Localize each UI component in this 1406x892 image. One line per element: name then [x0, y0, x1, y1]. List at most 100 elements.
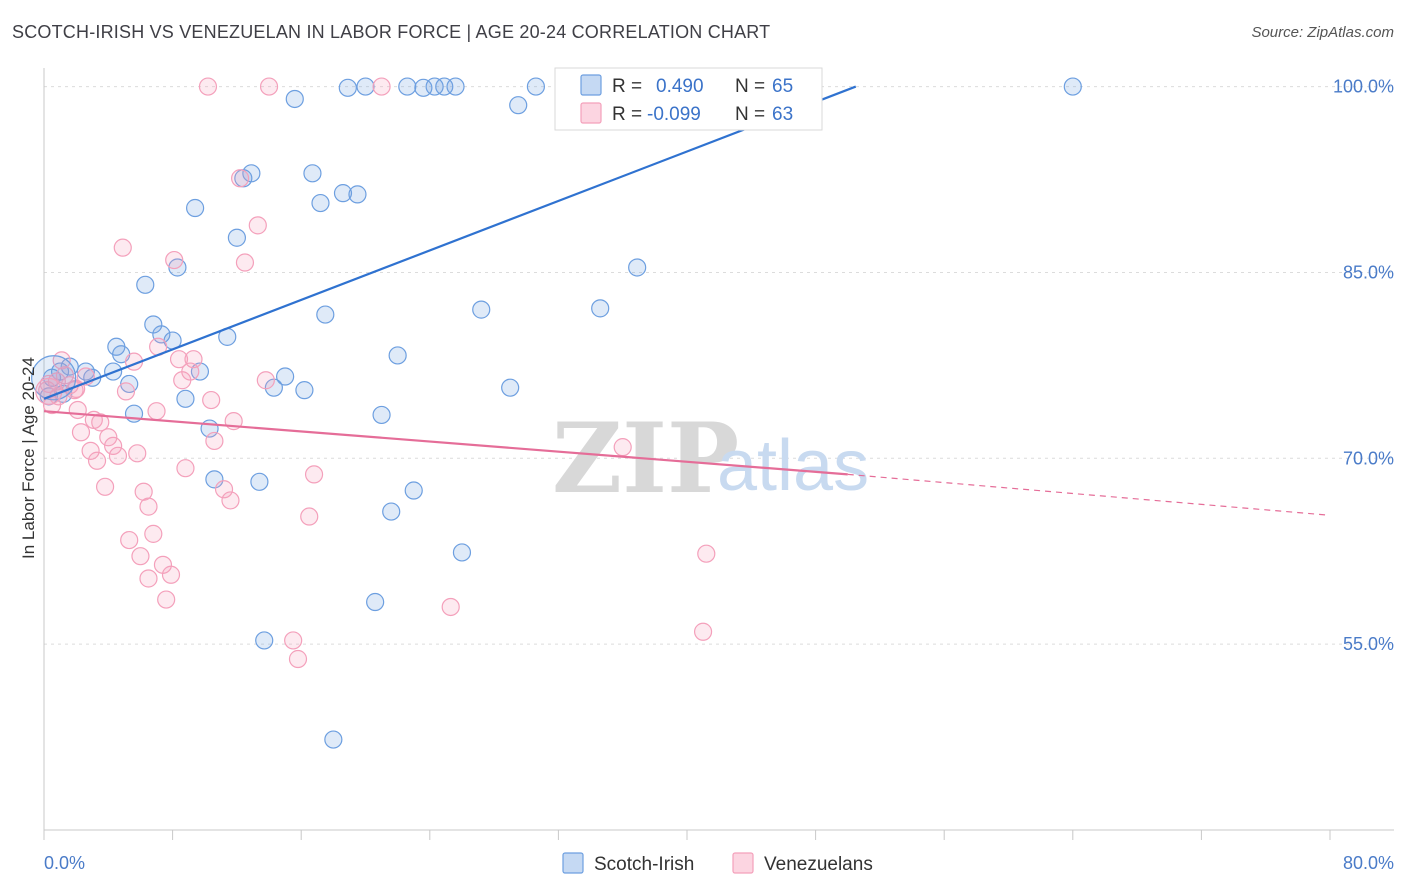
point-venezuelans — [372, 77, 391, 96]
stats-n-value-2: 63 — [772, 104, 793, 125]
point-scotch-irish — [227, 228, 246, 247]
point-venezuelans — [131, 547, 150, 566]
point-venezuelans — [108, 446, 128, 465]
x-tick-label: 80.0% — [1343, 853, 1394, 873]
point-scotch-irish — [295, 381, 314, 400]
point-venezuelans — [697, 544, 716, 563]
point-scotch-irish — [398, 77, 417, 96]
point-venezuelans — [259, 77, 279, 96]
stats-legend-swatch-scotch-irish — [580, 74, 602, 96]
y-tick-label: 85.0% — [1343, 262, 1394, 282]
point-scotch-irish-cluster — [31, 355, 77, 401]
point-venezuelans — [613, 438, 632, 457]
point-scotch-irish — [324, 730, 343, 749]
source-label: Source: ZipAtlas.com — [1251, 24, 1394, 41]
point-venezuelans — [161, 565, 181, 584]
point-scotch-irish — [366, 592, 385, 612]
point-venezuelans — [231, 169, 250, 188]
point-venezuelans — [288, 649, 308, 669]
point-scotch-irish — [425, 77, 444, 96]
point-scotch-irish — [388, 346, 407, 365]
y-tick-label: 55.0% — [1343, 634, 1394, 654]
point-venezuelans — [99, 428, 118, 447]
point-venezuelans — [68, 400, 87, 420]
point-venezuelans — [169, 350, 189, 369]
point-venezuelans — [198, 77, 218, 96]
chart-title: SCOTCH-IRISH VS VENEZUELAN IN LABOR FORC… — [12, 22, 771, 42]
point-scotch-irish — [1063, 77, 1082, 96]
y-tick-label: 100.0% — [1333, 77, 1394, 97]
watermark: ZIP atlas — [552, 402, 869, 515]
point-venezuelans — [139, 569, 158, 588]
trend-lines — [43, 85, 1331, 516]
point-venezuelans — [157, 590, 176, 609]
point-venezuelans-cluster — [35, 377, 63, 405]
point-venezuelans — [39, 374, 58, 394]
point-scotch-irish — [372, 405, 391, 425]
stats-r-value-1: 0.490 — [656, 76, 704, 97]
stats-n-value-1: 65 — [772, 76, 793, 97]
point-scotch-irish — [333, 184, 353, 203]
point-scotch-irish — [250, 472, 269, 491]
legend-label-venezuelans: Venezuelans — [764, 854, 873, 875]
point-venezuelans — [104, 436, 123, 456]
point-scotch-irish — [452, 543, 472, 562]
point-scotch-irish — [316, 305, 335, 324]
point-scotch-irish — [136, 275, 155, 294]
point-venezuelans — [284, 631, 303, 650]
point-venezuelans — [205, 431, 224, 451]
point-scotch-irish — [591, 299, 610, 318]
point-venezuelans — [147, 402, 166, 421]
point-venezuelans — [128, 444, 147, 463]
data-points — [31, 77, 1082, 749]
point-scotch-irish — [348, 185, 367, 204]
point-scotch-irish — [338, 78, 357, 97]
trend-line-scotch-irish — [43, 85, 857, 400]
legend-swatch-scotch-irish — [562, 852, 584, 874]
point-scotch-irish — [628, 258, 647, 277]
x-tick-label: 0.0% — [44, 853, 85, 873]
point-venezuelans — [202, 390, 221, 410]
point-venezuelans — [139, 497, 158, 516]
trend-line-venezuelans — [43, 410, 848, 476]
axes — [43, 68, 1394, 840]
point-scotch-irish — [176, 389, 195, 408]
point-venezuelans — [235, 253, 255, 272]
stats-n-label-1: N = — [735, 76, 765, 97]
stats-legend-swatch-venezuelans — [580, 102, 602, 124]
point-venezuelans — [120, 530, 139, 550]
point-venezuelans — [441, 597, 460, 617]
point-scotch-irish — [356, 77, 375, 96]
point-venezuelans — [95, 477, 115, 496]
point-scotch-irish — [311, 193, 330, 213]
point-venezuelans — [55, 366, 74, 385]
stats-legend: R = 0.490 N = 65 R = -0.099 N = 63 — [554, 67, 823, 131]
x-tick-labels: 0.0% 80.0% — [44, 853, 1394, 873]
stats-r-value-2: -0.099 — [647, 104, 701, 125]
point-scotch-irish — [242, 164, 261, 183]
point-scotch-irish — [276, 367, 295, 386]
point-scotch-irish — [205, 470, 224, 489]
point-scotch-irish — [404, 481, 423, 500]
point-venezuelans — [176, 459, 195, 478]
point-scotch-irish — [186, 198, 205, 218]
point-venezuelans — [116, 382, 136, 401]
y-tick-labels: 55.0% 70.0% 85.0% 100.0% — [1333, 77, 1394, 655]
y-axis-label: In Labor Force | Age 20-24 — [19, 357, 38, 559]
point-venezuelans — [693, 622, 713, 641]
point-scotch-irish — [382, 502, 401, 521]
point-scotch-irish — [255, 631, 274, 650]
point-venezuelans — [256, 371, 275, 390]
point-venezuelans — [300, 507, 319, 526]
point-venezuelans — [214, 480, 234, 499]
series-legend: Scotch-Irish Venezuelans — [562, 852, 873, 875]
stats-r-label-2: R = — [612, 104, 642, 125]
legend-label-scotch-irish: Scotch-Irish — [594, 854, 694, 875]
legend-swatch-venezuelans — [732, 852, 754, 874]
point-venezuelans — [304, 465, 324, 484]
point-venezuelans — [221, 491, 240, 510]
point-venezuelans — [71, 423, 91, 442]
point-venezuelans — [248, 216, 267, 235]
point-venezuelans — [81, 441, 100, 460]
